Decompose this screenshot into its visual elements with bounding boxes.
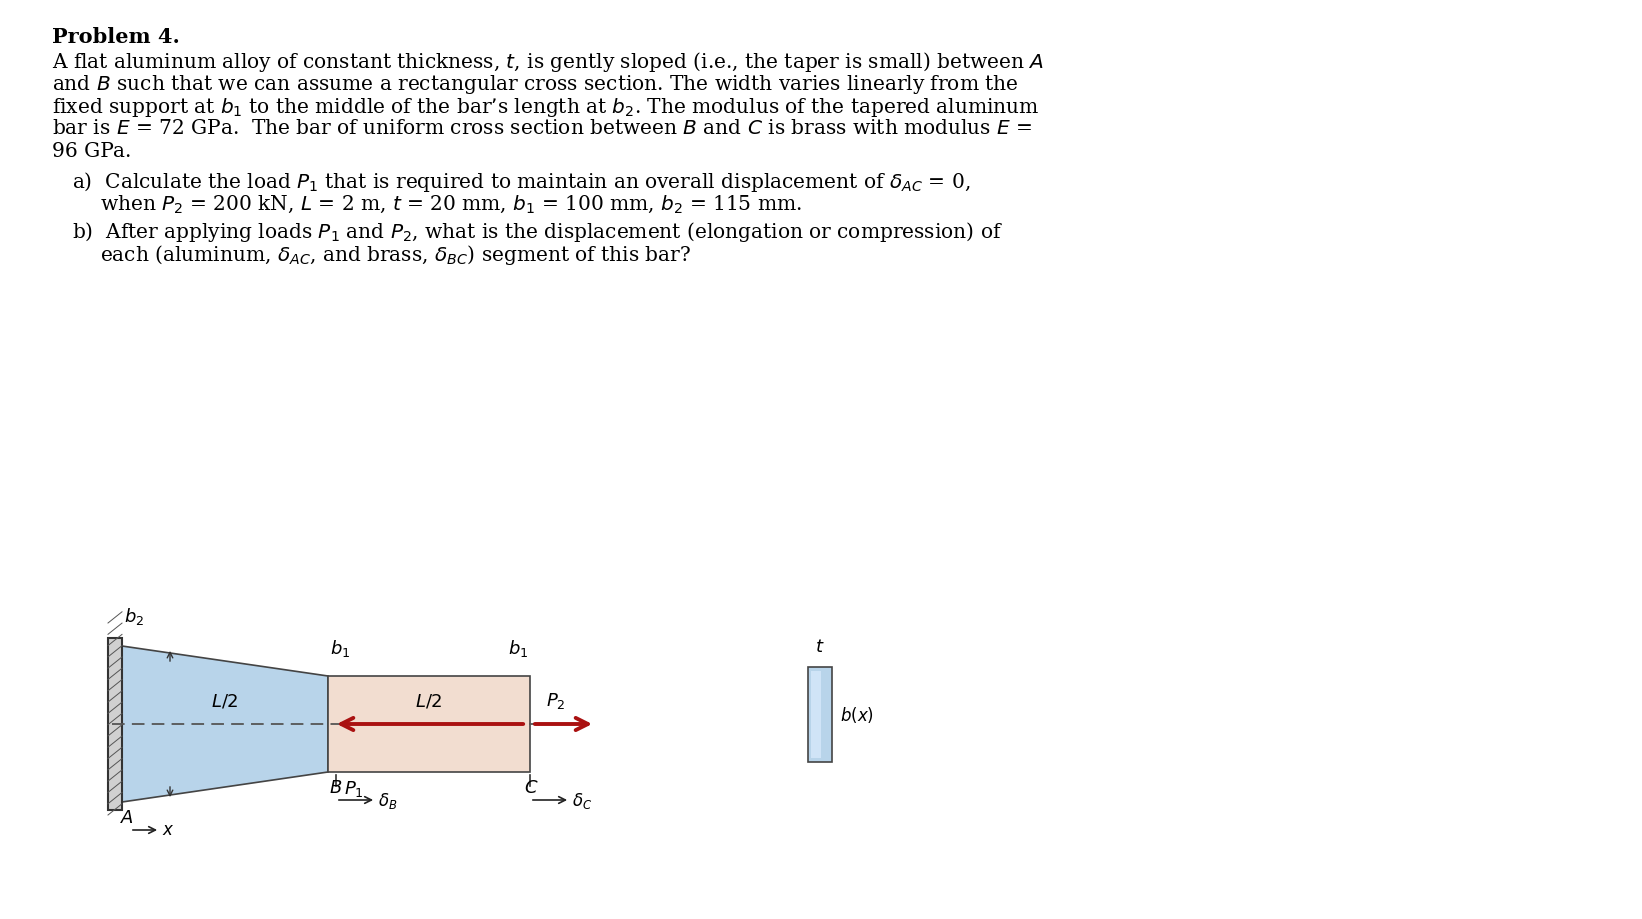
Text: A flat aluminum alloy of constant thickness, $t$, is gently sloped (i.e., the ta: A flat aluminum alloy of constant thickn… <box>53 50 1044 74</box>
Text: $x$: $x$ <box>163 822 174 838</box>
Text: $b_1$: $b_1$ <box>507 637 529 658</box>
Text: $b_1$: $b_1$ <box>330 637 350 658</box>
Text: $b_2$: $b_2$ <box>125 606 144 627</box>
Text: $P_1$: $P_1$ <box>345 778 365 798</box>
Text: $P_2$: $P_2$ <box>547 690 565 710</box>
Bar <box>108 639 122 811</box>
Text: $B$: $B$ <box>328 778 342 796</box>
Text: $\delta_C$: $\delta_C$ <box>571 790 593 811</box>
Text: when $P_2$ = 200 kN, $L$ = 2 m, $t$ = 20 mm, $b_1$ = 100 mm, $b_2$ = 115 mm.: when $P_2$ = 200 kN, $L$ = 2 m, $t$ = 20… <box>100 193 801 214</box>
Text: b)  After applying loads $P_1$ and $P_2$, what is the displacement (elongation o: b) After applying loads $P_1$ and $P_2$,… <box>72 220 1003 244</box>
Text: a)  Calculate the load $P_1$ that is required to maintain an overall displacemen: a) Calculate the load $P_1$ that is requ… <box>72 170 970 194</box>
Text: Problem 4.: Problem 4. <box>53 27 181 47</box>
Text: $A$: $A$ <box>120 808 135 826</box>
Text: $t$: $t$ <box>814 637 824 654</box>
Text: $C$: $C$ <box>524 778 539 796</box>
Bar <box>328 676 530 772</box>
Bar <box>808 667 832 762</box>
Bar <box>811 671 821 757</box>
Text: each (aluminum, $\delta_{AC}$, and brass, $\delta_{BC}$) segment of this bar?: each (aluminum, $\delta_{AC}$, and brass… <box>100 243 691 267</box>
Text: and $B$ such that we can assume a rectangular cross section. The width varies li: and $B$ such that we can assume a rectan… <box>53 73 1018 96</box>
Text: bar is $E$ = 72 GPa.  The bar of uniform cross section between $B$ and $C$ is br: bar is $E$ = 72 GPa. The bar of uniform … <box>53 119 1033 138</box>
Text: $b(x)$: $b(x)$ <box>841 704 874 724</box>
Text: $\delta_B$: $\delta_B$ <box>378 790 397 811</box>
Text: $L/2$: $L/2$ <box>415 692 443 710</box>
Text: fixed support at $b_1$ to the middle of the bar’s length at $b_2$. The modulus o: fixed support at $b_1$ to the middle of … <box>53 96 1039 119</box>
Text: $L/2$: $L/2$ <box>212 692 238 710</box>
Text: 96 GPa.: 96 GPa. <box>53 142 131 161</box>
Polygon shape <box>122 646 328 802</box>
